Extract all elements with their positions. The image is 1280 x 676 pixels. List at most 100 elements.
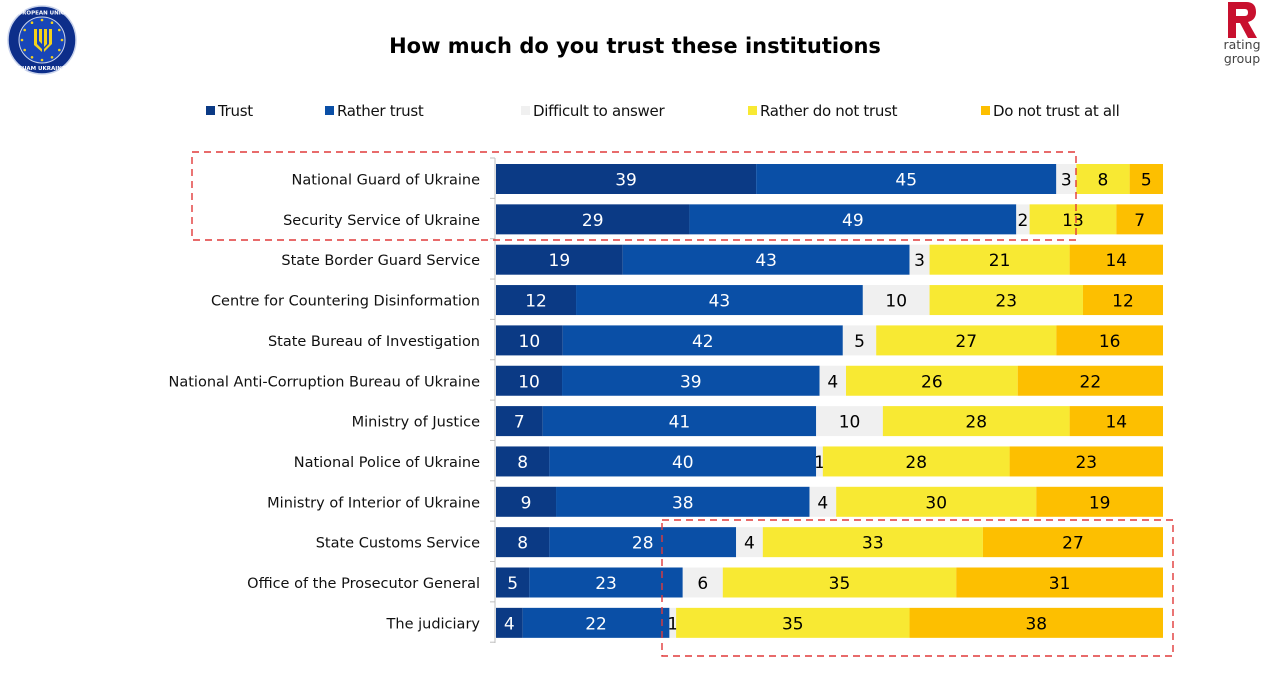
bar-segment-rather_trust <box>562 325 843 356</box>
bar-segment-difficult <box>682 567 723 598</box>
bar-segment-difficult <box>1016 204 1030 235</box>
bar-segment-trust <box>496 406 543 437</box>
data-label: 23 <box>1075 453 1097 473</box>
data-label: 28 <box>905 453 927 473</box>
eu-emblem-icon: EUROPEAN UNION EUAM UKRAINE <box>7 5 77 75</box>
data-label: 22 <box>1080 372 1102 392</box>
bar-segment-rather_not <box>929 244 1070 275</box>
data-label: 45 <box>895 171 917 191</box>
data-label: 1 <box>814 453 825 473</box>
legend-label: Difficult to answer <box>533 102 665 120</box>
legend-swatch-difficult <box>521 106 530 115</box>
bar-segment-rather_not <box>676 607 910 638</box>
data-label: 38 <box>1025 614 1047 634</box>
bar-row: State Bureau of Investigation 10 42 5 27 16 <box>268 325 1163 356</box>
legend-label: Rather do not trust <box>760 102 898 120</box>
data-label: 22 <box>585 614 607 634</box>
bar-segment-not_at_all <box>1017 365 1163 396</box>
bar-segment-not_at_all <box>1082 285 1163 316</box>
bar-segment-not_at_all <box>1056 325 1163 356</box>
bar-segment-trust <box>496 164 757 194</box>
bar-row: National Police of Ukraine 8 40 1 28 23 <box>294 446 1163 477</box>
legend-swatch-rather_trust <box>325 106 334 115</box>
chart-title: How much do you trust these institutions <box>389 34 881 58</box>
data-label: 4 <box>744 534 755 554</box>
bar-segment-difficult <box>816 446 823 477</box>
rating-group-logo: rating group <box>1212 2 1272 74</box>
bar-segment-rather_not <box>836 486 1037 517</box>
highlight-box-bottom <box>661 519 1174 657</box>
bar-segment-not_at_all <box>1009 446 1163 477</box>
bar-row: Ministry of Interior of Ukraine 9 38 4 30 19 <box>267 486 1163 517</box>
data-label: 33 <box>862 534 884 554</box>
bar-segment-rather_trust <box>549 527 737 558</box>
data-label: 3 <box>914 251 925 271</box>
bar-segment-rather_not <box>846 365 1018 396</box>
bar-segment-rather_not <box>1029 204 1117 235</box>
data-label: 39 <box>615 171 637 191</box>
bar-segment-trust <box>496 204 690 235</box>
bar-row: State Border Guard Service 19 43 3 21 14 <box>281 244 1163 275</box>
bar-row: National Guard of Ukraine 39 45 3 8 5 <box>292 164 1163 194</box>
bar-segment-not_at_all <box>1069 406 1163 437</box>
data-label: 35 <box>782 614 804 634</box>
legend-item-difficult: Difficult to answer <box>521 102 665 120</box>
bar-segment-trust <box>496 285 577 316</box>
bar-row: Centre for Countering Disinformation 12 43… <box>211 285 1163 316</box>
data-label: 5 <box>1141 171 1152 191</box>
bar-segment-not_at_all <box>982 527 1163 558</box>
data-label: 41 <box>669 413 691 433</box>
data-label: 49 <box>842 211 864 231</box>
data-label: 2 <box>1018 211 1029 231</box>
bar-segment-rather_trust <box>576 285 863 316</box>
bar-segment-rather_trust <box>562 365 820 396</box>
bar-segment-not_at_all <box>1129 164 1163 194</box>
legend-swatch-trust <box>206 106 215 115</box>
bar-segment-trust <box>496 365 563 396</box>
bar-segment-rather_trust <box>556 486 810 517</box>
bar-segment-not_at_all <box>956 567 1163 598</box>
data-label: 43 <box>709 292 731 312</box>
bar-segment-trust <box>496 527 550 558</box>
bar-segment-difficult <box>1056 164 1077 194</box>
data-label: 4 <box>504 614 515 634</box>
bar-segment-rather_trust <box>542 406 817 437</box>
data-label: 10 <box>839 413 861 433</box>
data-label: 10 <box>885 292 907 312</box>
category-label: The judiciary <box>386 616 481 632</box>
legend-item-trust: Trust <box>206 102 253 120</box>
bar-segment-rather_not <box>876 325 1057 356</box>
bar-segment-difficult <box>862 285 930 316</box>
data-label: 7 <box>1134 211 1145 231</box>
rating-group-r-icon <box>1226 2 1258 38</box>
data-label: 5 <box>507 574 518 594</box>
data-label: 6 <box>697 574 708 594</box>
bar-segment-rather_trust <box>549 446 817 477</box>
legend-item-not_at_all: Do not trust at all <box>981 102 1120 120</box>
bar-segment-rather_trust <box>756 164 1057 194</box>
bar-row: Office of the Prosecutor General 5 23 6 35 31 <box>247 567 1163 598</box>
data-label: 16 <box>1099 332 1121 352</box>
legend-swatch-not_at_all <box>981 106 990 115</box>
data-label: 5 <box>854 332 865 352</box>
data-label: 23 <box>995 292 1017 312</box>
data-label: 23 <box>595 574 617 594</box>
bar-segment-difficult <box>736 527 763 558</box>
data-label: 3 <box>1061 171 1072 191</box>
data-label: 10 <box>518 372 540 392</box>
data-label: 12 <box>525 292 547 312</box>
bar-segment-difficult <box>669 607 677 638</box>
data-label: 10 <box>519 332 541 352</box>
category-label: National Police of Ukraine <box>294 455 480 471</box>
category-label: National Guard of Ukraine <box>292 173 481 189</box>
category-label: State Bureau of Investigation <box>268 334 480 350</box>
data-label: 8 <box>1098 171 1109 191</box>
bar-segment-trust <box>496 486 557 517</box>
bar-segment-trust <box>496 446 550 477</box>
category-label: Office of the Prosecutor General <box>247 576 480 592</box>
bar-segment-rather_trust <box>522 607 670 638</box>
category-label: National Anti-Corruption Bureau of Ukrai… <box>169 374 481 390</box>
data-label: 13 <box>1062 211 1084 231</box>
legend-item-rather_trust: Rather trust <box>325 102 424 120</box>
